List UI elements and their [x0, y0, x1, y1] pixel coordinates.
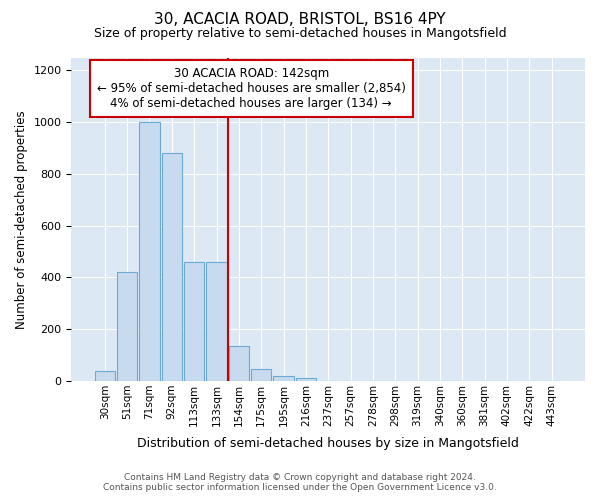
- Bar: [95, 370, 115, 381]
- Bar: [206, 262, 227, 381]
- Bar: [274, 376, 293, 381]
- Bar: [162, 154, 182, 381]
- Bar: [139, 122, 160, 381]
- Bar: [117, 272, 137, 381]
- Bar: [251, 370, 271, 381]
- Bar: [184, 262, 204, 381]
- Bar: [229, 346, 249, 381]
- Y-axis label: Number of semi-detached properties: Number of semi-detached properties: [15, 110, 28, 328]
- X-axis label: Distribution of semi-detached houses by size in Mangotsfield: Distribution of semi-detached houses by …: [137, 437, 519, 450]
- Text: Contains HM Land Registry data © Crown copyright and database right 2024.
Contai: Contains HM Land Registry data © Crown c…: [103, 473, 497, 492]
- Text: Size of property relative to semi-detached houses in Mangotsfield: Size of property relative to semi-detach…: [94, 28, 506, 40]
- Text: 30 ACACIA ROAD: 142sqm
← 95% of semi-detached houses are smaller (2,854)
4% of s: 30 ACACIA ROAD: 142sqm ← 95% of semi-det…: [97, 67, 406, 110]
- Bar: [296, 378, 316, 381]
- Text: 30, ACACIA ROAD, BRISTOL, BS16 4PY: 30, ACACIA ROAD, BRISTOL, BS16 4PY: [154, 12, 446, 28]
